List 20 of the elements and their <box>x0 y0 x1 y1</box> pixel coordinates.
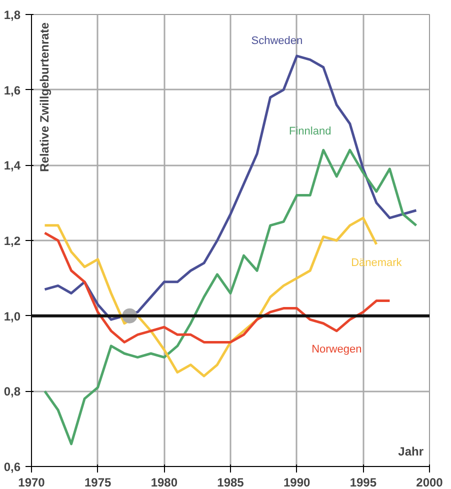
x-tick-label: 2000 <box>416 476 444 489</box>
series-label: Finnland <box>289 125 332 138</box>
x-axis-title: Jahr <box>398 444 424 458</box>
x-tick-label: 1980 <box>150 476 178 489</box>
y-tick-label: 1,4 <box>4 158 21 173</box>
y-tick-label: 1,8 <box>4 8 21 22</box>
x-tick-label: 1970 <box>18 476 46 489</box>
y-tick-label: 1,2 <box>4 234 21 248</box>
x-tick-label: 1985 <box>217 476 244 489</box>
series-label: Norwegen <box>312 344 362 356</box>
y-tick-label: 1,6 <box>4 83 21 98</box>
x-tick-label: 1995 <box>350 476 377 489</box>
y-tick-label: 0,6 <box>4 460 21 474</box>
x-tick-label: 1990 <box>283 476 311 489</box>
y-tick-label: 0,8 <box>4 384 21 399</box>
y-tick-label: 1,0 <box>4 309 21 324</box>
y-axis-title: Relative Zwillgeburtenrate <box>38 22 52 172</box>
series-label: Dänemark <box>351 257 402 270</box>
x-tick-label: 1975 <box>84 476 112 489</box>
series-label: Schweden <box>251 34 303 47</box>
